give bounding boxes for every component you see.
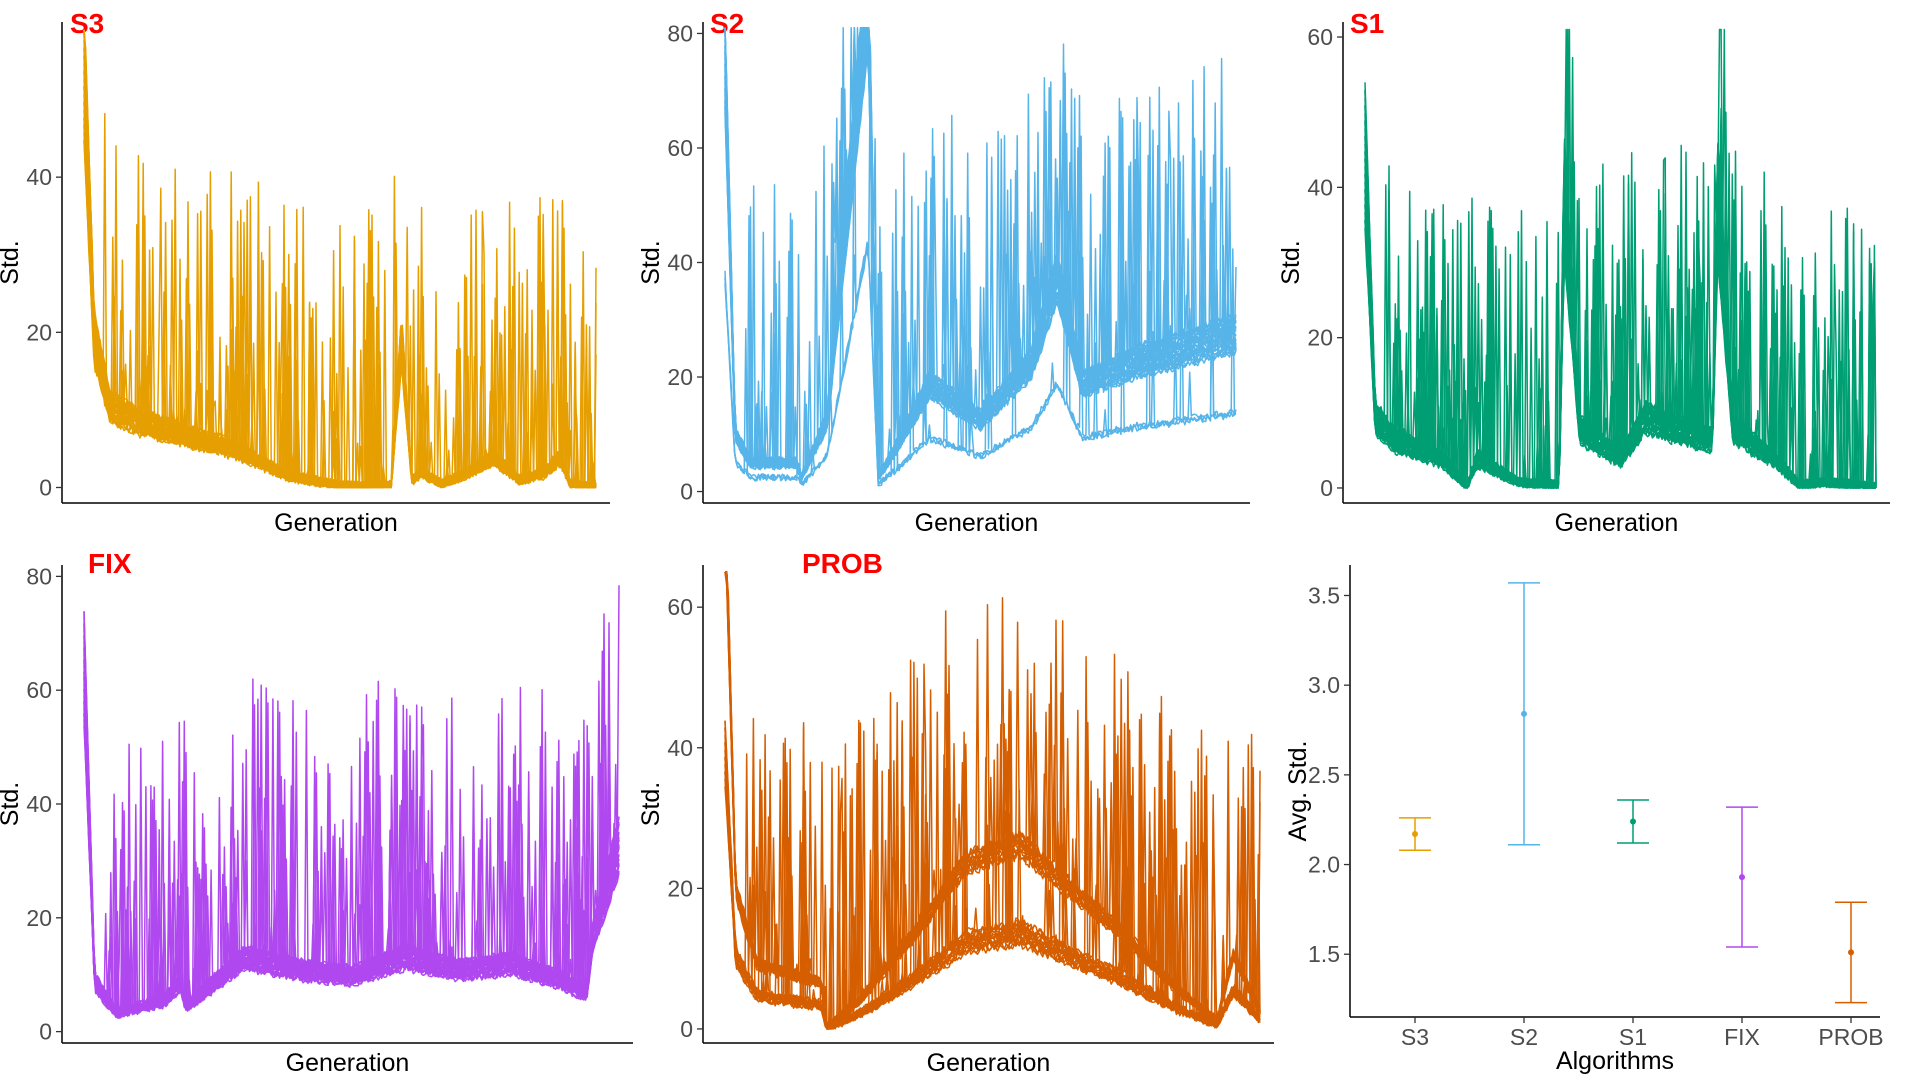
y-tick-label: 20 — [667, 364, 693, 390]
panel-fix: 0 20 40 60 80 Std. Generation FIX — [0, 548, 633, 1077]
x-axis-title: Generation — [927, 1049, 1051, 1077]
x-axis-title: Generation — [286, 1049, 410, 1077]
y-tick-label: 0 — [1320, 475, 1333, 501]
x-tick-label: S2 — [1510, 1024, 1538, 1050]
y-tick-label: 2.5 — [1308, 762, 1340, 788]
errorbar-fix — [1726, 806, 1758, 948]
panel-s2: 0 20 40 60 80 Std. Generation S2 — [637, 8, 1250, 537]
panel-tag: S2 — [710, 8, 744, 39]
panel-s3: 0 20 40 Std. Generation S3 — [0, 8, 610, 537]
x-axis-title: Generation — [1555, 509, 1679, 537]
panel-prob: 0 20 40 60 Std. Generation PROB — [637, 548, 1274, 1077]
y-tick-label: 0 — [680, 479, 693, 505]
series-line — [1364, 208, 1877, 489]
series-line — [724, 189, 1237, 487]
panel-s1: 0 20 40 60 Std. Generation S1 — [1277, 8, 1890, 537]
y-tick-label: 40 — [667, 250, 693, 276]
series-line — [724, 26, 1237, 479]
y-tick-label: 3.0 — [1308, 672, 1340, 698]
y-tick-label: 60 — [26, 677, 52, 703]
errorbar-prob — [1835, 901, 1867, 1004]
mean-point — [1739, 874, 1745, 881]
y-tick-label: 40 — [667, 735, 693, 761]
y-tick-label: 40 — [1307, 174, 1333, 200]
y-tick-label: 60 — [1307, 24, 1333, 50]
series-line — [83, 611, 620, 1012]
y-tick-label: 40 — [26, 164, 52, 190]
x-tick-label: FIX — [1724, 1024, 1760, 1050]
y-tick-label: 60 — [667, 594, 693, 620]
x-axis-title: Algorithms — [1556, 1047, 1674, 1075]
y-tick-label: 2.0 — [1308, 852, 1340, 878]
series-line — [83, 29, 596, 489]
series-line — [724, 721, 1261, 1030]
series-group — [1364, 28, 1877, 489]
mean-point — [1412, 831, 1418, 838]
y-axis-title: Std. — [637, 782, 665, 826]
series-line — [83, 29, 597, 489]
y-axis-title: Std. — [0, 240, 24, 284]
series-group — [83, 585, 620, 1020]
mean-point — [1630, 818, 1636, 825]
y-tick-label: 80 — [26, 563, 52, 589]
mean-point — [1848, 949, 1854, 956]
series-group — [83, 29, 597, 489]
errorbar-s3 — [1399, 817, 1431, 851]
y-axis-title: Std. — [637, 240, 665, 284]
y-tick-label: 0 — [39, 474, 52, 500]
x-tick-label: S1 — [1619, 1024, 1647, 1050]
x-axis-title: Generation — [274, 509, 398, 537]
series-line — [725, 571, 1261, 1030]
panel-tag: S1 — [1350, 8, 1384, 39]
y-tick-label: 0 — [39, 1019, 52, 1045]
y-tick-label: 20 — [667, 875, 693, 901]
series-group — [724, 571, 1261, 1030]
panel-tag: S3 — [70, 8, 104, 39]
y-tick-label: 60 — [667, 135, 693, 161]
series-line — [1364, 82, 1877, 489]
errorbar-s2 — [1508, 582, 1540, 846]
y-tick-label: 20 — [26, 905, 52, 931]
x-axis-title: Generation — [915, 509, 1039, 537]
y-tick-label: 80 — [667, 20, 693, 46]
y-tick-label: 1.5 — [1308, 941, 1340, 967]
y-tick-label: 20 — [26, 319, 52, 345]
series-line — [724, 26, 1237, 477]
x-tick-label: S3 — [1401, 1024, 1429, 1050]
y-tick-label: 40 — [26, 791, 52, 817]
panel-tag: FIX — [88, 548, 132, 579]
errorbar-s1 — [1617, 799, 1649, 844]
y-tick-label: 3.5 — [1308, 582, 1340, 608]
y-axis-title: Std. — [0, 782, 24, 826]
series-group — [724, 26, 1237, 487]
panel-summary: 1.5 2.0 2.5 3.0 3.5 Avg. Std. Algorithms S3 S2 S1… — [1284, 565, 1884, 1075]
series-line — [83, 659, 620, 1016]
panel-tag: PROB — [802, 548, 883, 579]
y-axis-title: Std. — [1277, 240, 1305, 284]
x-tick-label: PROB — [1818, 1024, 1883, 1050]
series-line — [83, 611, 620, 1012]
y-tick-label: 0 — [680, 1016, 693, 1042]
y-tick-label: 20 — [1307, 325, 1333, 351]
mean-point — [1521, 710, 1527, 717]
y-axis-title: Avg. Std. — [1284, 741, 1312, 842]
